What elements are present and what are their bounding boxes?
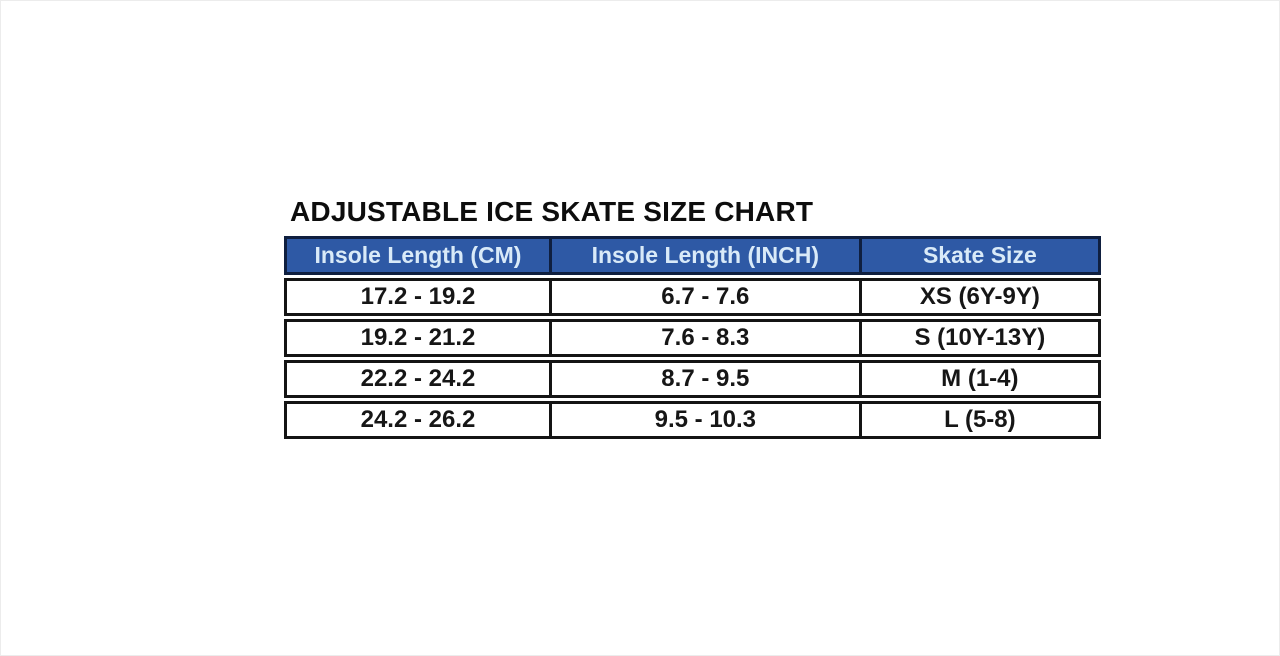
cell-insole-inch: 6.7 - 7.6 (548, 281, 859, 313)
cell-skate-size: S (10Y-13Y) (858, 322, 1098, 354)
page-title: ADJUSTABLE ICE SKATE SIZE CHART (290, 196, 814, 227)
cell-insole-cm: 19.2 - 21.2 (360, 324, 476, 351)
table-row: 24.2 - 26.2 9.5 - 10.3 L (5-8) (284, 401, 1101, 439)
size-table: Insole Length (CM) Insole Length (INCH) … (284, 236, 1101, 439)
cell-insole-inch: 8.7 - 9.5 (548, 363, 859, 395)
header-insole-inch: Insole Length (INCH) (548, 239, 859, 272)
cell-insole-cm: 24.2 - 26.2 (360, 406, 476, 433)
table-row: 22.2 - 24.2 8.7 - 9.5 M (1-4) (284, 360, 1101, 398)
header-insole-cm: Insole Length (CM) (314, 242, 522, 268)
cell-insole-cm: 17.2 - 19.2 (360, 283, 476, 310)
cell-insole-inch: 9.5 - 10.3 (548, 404, 859, 436)
cell-insole-cm: 22.2 - 24.2 (360, 365, 476, 392)
table-header-row: Insole Length (CM) Insole Length (INCH) … (284, 236, 1101, 275)
size-chart: ADJUSTABLE ICE SKATE SIZE CHART Insole L… (284, 196, 1101, 439)
header-skate-size: Skate Size (858, 239, 1098, 272)
table-row: 17.2 - 19.2 6.7 - 7.6 XS (6Y-9Y) (284, 278, 1101, 316)
table-row: 19.2 - 21.2 7.6 - 8.3 S (10Y-13Y) (284, 319, 1101, 357)
cell-insole-inch: 7.6 - 8.3 (548, 322, 859, 354)
cell-skate-size: L (5-8) (858, 404, 1098, 436)
cell-skate-size: M (1-4) (858, 363, 1098, 395)
cell-skate-size: XS (6Y-9Y) (858, 281, 1098, 313)
